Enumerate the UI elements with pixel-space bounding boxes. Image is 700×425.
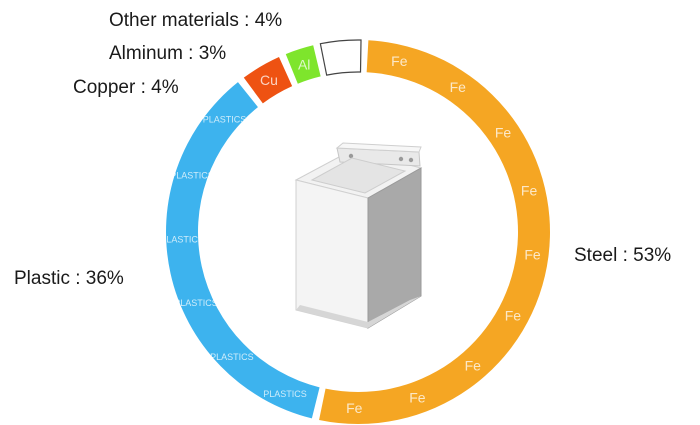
element-glyph: PLASTICS bbox=[203, 114, 247, 124]
plastic-label: Plastic : 36% bbox=[14, 268, 124, 289]
element-glyph: Fe bbox=[346, 400, 363, 416]
element-glyph: Fe bbox=[409, 390, 426, 406]
element-glyph: Fe bbox=[505, 308, 522, 324]
element-glyph: PLASTICS bbox=[160, 234, 204, 244]
element-glyph: Fe bbox=[521, 183, 538, 199]
element-glyph: Fe bbox=[450, 79, 467, 95]
alminum-slice bbox=[285, 45, 321, 84]
element-glyph: Fe bbox=[524, 247, 541, 263]
washing-machine-icon bbox=[294, 142, 423, 329]
element-glyph: PLASTICS bbox=[210, 352, 254, 362]
element-glyph: Al bbox=[298, 56, 310, 72]
element-glyph: Fe bbox=[465, 357, 482, 373]
element-glyph: PLASTICS bbox=[170, 170, 214, 180]
steel-slice bbox=[319, 40, 550, 425]
copper-slice bbox=[243, 57, 293, 104]
other-materials-label: Other materials : 4% bbox=[109, 10, 283, 31]
element-glyph: Fe bbox=[495, 124, 512, 140]
element-glyph: Fe bbox=[391, 53, 408, 69]
copper-label: Copper : 4% bbox=[73, 77, 179, 98]
other-materials-slice bbox=[319, 39, 362, 76]
plastic-slice bbox=[165, 82, 320, 419]
element-glyph: PLASTICS bbox=[174, 298, 218, 308]
element-glyph: Cu bbox=[260, 72, 278, 88]
element-glyph: PLASTICS bbox=[263, 389, 307, 399]
aluminum-label: Alminum : 3% bbox=[109, 43, 227, 64]
steel-label: Steel : 53% bbox=[574, 245, 672, 266]
